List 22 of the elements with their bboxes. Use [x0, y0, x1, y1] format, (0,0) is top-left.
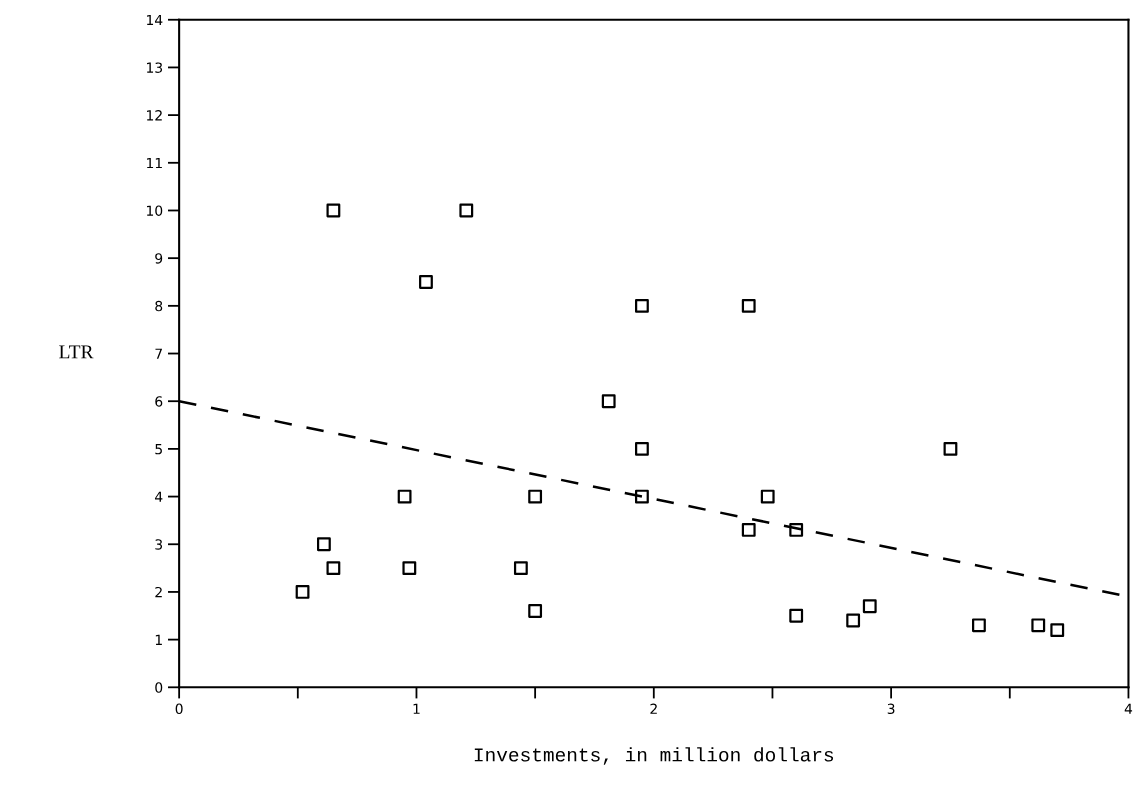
x-axis-title: Investments, in million dollars	[474, 747, 834, 765]
x-tick-label: 1	[413, 703, 420, 714]
y-tick-label: 10	[147, 205, 163, 216]
y-tick-label: 12	[147, 110, 162, 121]
x-tick-label: 2	[650, 703, 657, 714]
y-tick-label: 6	[155, 396, 163, 407]
y-axis-title: LTR	[59, 345, 94, 359]
y-tick-label: 3	[155, 539, 163, 550]
y-tick-label: 2	[155, 586, 162, 598]
y-tick-label: 0	[155, 682, 163, 693]
y-tick-label: 1	[155, 634, 162, 645]
y-tick-label: 14	[147, 14, 163, 26]
y-tick-label: 8	[155, 300, 163, 312]
y-tick-label: 13	[147, 62, 163, 73]
y-tick-label: 11	[147, 157, 162, 169]
x-tick-label: 0	[175, 703, 183, 715]
x-tick-label: 4	[1124, 703, 1133, 714]
y-tick-label: 4	[155, 491, 163, 502]
x-tick-label: 3	[887, 703, 895, 715]
y-tick-label: 5	[155, 444, 162, 455]
y-tick-label: 7	[155, 348, 162, 359]
y-tick-label: 9	[155, 253, 163, 264]
